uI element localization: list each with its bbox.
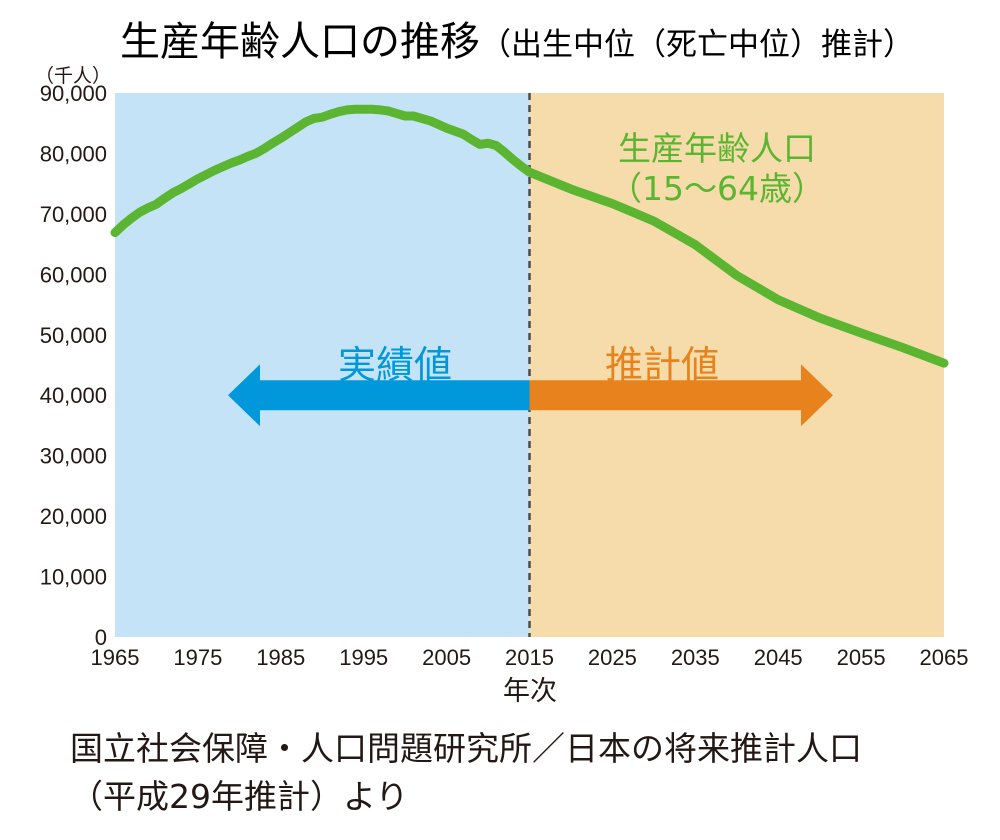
x-axis: 1965 1975 1985 1995 2005 2015 2025 2035 2045 2055… bbox=[91, 645, 969, 670]
series-label-sub: （15～64歳） bbox=[609, 169, 825, 208]
x-tick-label: 2005 bbox=[422, 645, 471, 670]
x-tick-label: 2055 bbox=[837, 645, 886, 670]
x-tick-label: 2065 bbox=[920, 645, 969, 670]
chart-subtitle: （出生中位（死亡中位）推計） bbox=[480, 27, 914, 63]
x-axis-label: 年次 bbox=[503, 676, 557, 707]
y-tick-label: 50,000 bbox=[40, 323, 107, 348]
y-tick-label: 20,000 bbox=[40, 504, 107, 529]
x-tick-label: 1995 bbox=[339, 645, 388, 670]
actual-arrow bbox=[228, 364, 530, 427]
y-tick-label: 70,000 bbox=[40, 202, 107, 227]
projection-region-background bbox=[529, 93, 944, 637]
y-tick-label: 40,000 bbox=[40, 383, 107, 408]
x-tick-label: 2025 bbox=[588, 645, 637, 670]
x-tick-label: 1985 bbox=[256, 645, 305, 670]
y-axis: 0 10,000 20,000 30,000 40,000 50,000 60,000 70,… bbox=[40, 81, 107, 650]
x-tick-label: 1975 bbox=[173, 645, 222, 670]
chart-title: 生産年齢人口の推移 bbox=[120, 19, 480, 65]
y-tick-label: 90,000 bbox=[40, 81, 107, 106]
y-tick-label: 10,000 bbox=[40, 565, 107, 590]
projection-label: 推計値 bbox=[605, 343, 719, 387]
y-tick-label: 30,000 bbox=[40, 444, 107, 469]
projection-arrow bbox=[529, 364, 833, 427]
y-tick-label: 80,000 bbox=[40, 141, 107, 166]
chart-title-group: 生産年齢人口の推移（出生中位（死亡中位）推計） bbox=[120, 19, 914, 65]
source-line-1: 国立社会保障・人口問題研究所／日本の将来推計人口 bbox=[70, 729, 862, 768]
actual-region-background bbox=[115, 93, 530, 637]
x-tick-label: 2015 bbox=[505, 645, 554, 670]
y-tick-label: 0 bbox=[95, 625, 107, 650]
series-line-working-age-population bbox=[110, 104, 949, 368]
y-tick-label: 60,000 bbox=[40, 262, 107, 287]
source-line-2: （平成29年推計）より bbox=[70, 777, 408, 816]
x-tick-label: 2035 bbox=[671, 645, 720, 670]
actual-label: 実績値 bbox=[338, 343, 452, 387]
x-tick-label: 2045 bbox=[754, 645, 803, 670]
y-unit-label: （千人） bbox=[35, 65, 111, 87]
series-label: 生産年齢人口 bbox=[618, 129, 816, 168]
x-tick-label: 1965 bbox=[91, 645, 140, 670]
